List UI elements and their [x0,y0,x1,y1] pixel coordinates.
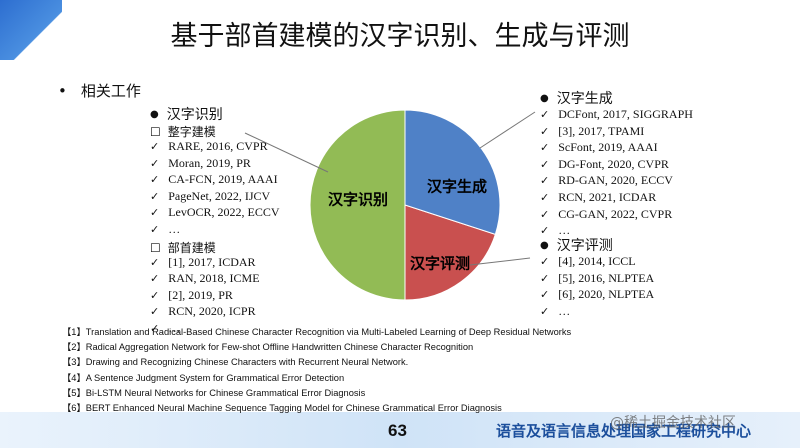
slice-label: 汉字识别 [328,191,388,209]
list-item: … [150,321,180,336]
pie-slice [309,109,406,301]
list-item: [5], 2016, NLPTEA [540,271,654,286]
list-heading: 汉字识别 [150,104,223,124]
list-item: [6], 2020, NLPTEA [540,287,654,302]
reference: 【5】Bi-LSTM Neural Networks for Chinese G… [62,387,366,398]
list-item: [1], 2017, ICDAR [150,255,255,270]
list-item: PageNet, 2022, IJCV [150,189,270,204]
list-item: DCFont, 2017, SIGGRAPH [540,107,693,122]
reference: 【6】BERT Enhanced Neural Machine Sequence… [62,403,502,413]
slice-label: 汉字生成 [427,178,487,196]
reference: 【4】A Sentence Judgment System for Gramma… [62,372,345,383]
list-item: RCN, 2021, ICDAR [540,190,656,205]
reference: 【3】Drawing and Recognizing Chinese Chara… [62,357,409,368]
list-item: [2], 2019, PR [150,288,233,303]
section-heading: 相关工作 [58,80,141,101]
list-item: [3], 2017, TPAMI [540,124,644,139]
list-item: … [540,304,570,319]
watermark: @稀土掘金技术社区 [610,415,736,431]
list-item: RD-GAN, 2020, ECCV [540,173,673,188]
list-heading: 汉字生成 [540,88,613,108]
list-item: LevOCR, 2022, ECCV [150,205,279,220]
list-item: … [540,223,570,238]
slide-title: 基于部首建模的汉字识别、生成与评测 [170,21,630,52]
group-heading: 部首建模 [150,239,216,256]
connector [479,111,536,149]
list-item: CA-FCN, 2019, AAAI [150,172,277,187]
pie-slice [404,109,501,235]
list-item: … [150,222,180,237]
slice-label: 汉字评测 [410,255,470,273]
page-number: 63 [388,421,407,440]
list-item: Moran, 2019, PR [150,156,251,171]
pie-slice [404,204,496,301]
list-heading: 汉字评测 [540,235,613,255]
list-item: DG-Font, 2020, CVPR [540,157,669,172]
footer-bar [0,412,800,448]
list-item: RCN, 2020, ICPR [150,304,255,319]
reference: 【2】Radical Aggregation Network for Few-s… [62,342,474,353]
list-item: RAN, 2018, ICME [150,271,259,286]
connector [469,257,531,266]
group-heading: 整字建模 [150,123,216,140]
reference: 【1】Translation and Radical-Based Chinese… [62,327,572,337]
corner-decoration [0,0,62,60]
list-item: [4], 2014, ICCL [540,254,635,269]
list-item: RARE, 2016, CVPR [150,139,267,154]
list-item: ScFont, 2019, AAAI [540,140,657,155]
organization: 语音及语言信息处理国家工程研究中心 [496,422,752,440]
list-item: CG-GAN, 2022, CVPR [540,207,672,222]
